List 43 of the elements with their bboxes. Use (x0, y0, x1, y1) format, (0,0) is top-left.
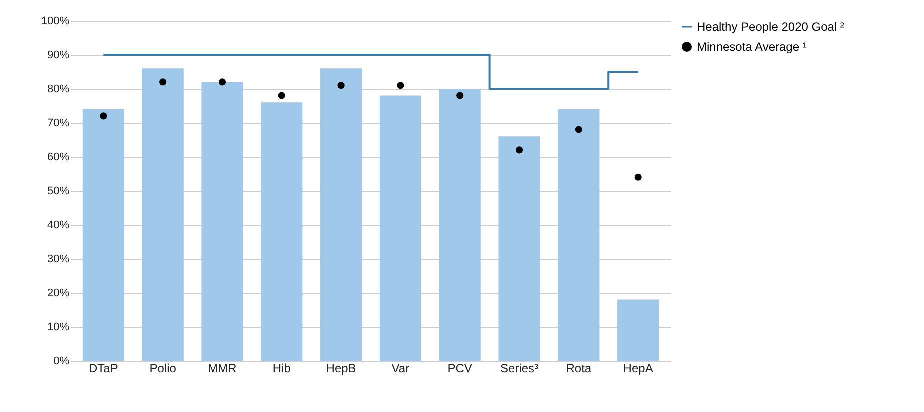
y-tick-label: 30% (47, 254, 70, 266)
y-tick-label: 20% (47, 288, 70, 300)
bar (558, 109, 600, 361)
point (338, 82, 345, 90)
x-tick-label: Rota (566, 362, 592, 376)
legend-label: Minnesota Average ¹ (697, 40, 807, 54)
point (397, 82, 404, 90)
y-tick-label: 60% (47, 152, 70, 164)
y-tick-label: 50% (47, 186, 70, 198)
bar (202, 82, 244, 361)
x-tick-label: DTaP (89, 362, 118, 376)
bar (439, 89, 481, 361)
y-tick-label: 40% (47, 220, 70, 232)
bar (320, 68, 362, 361)
point (218, 78, 226, 86)
point (634, 174, 642, 181)
y-tick-label: 100% (41, 16, 70, 28)
point (278, 92, 286, 100)
y-tick-label: 90% (47, 50, 70, 62)
y-tick-label: 0% (54, 356, 70, 368)
y-tick-label: 80% (47, 84, 70, 96)
x-tick-label: Hib (272, 362, 292, 376)
x-tick-label: PCV (448, 362, 472, 376)
x-tick-label: HepB (326, 362, 356, 376)
point (575, 126, 582, 134)
y-tick-label: 10% (47, 322, 70, 334)
x-tick-label: MMR (208, 362, 238, 376)
y-tick-label: 70% (47, 118, 70, 130)
bar (82, 109, 124, 361)
bar (618, 300, 660, 361)
bar (380, 96, 422, 361)
bar (498, 136, 540, 361)
legend-label: Healthy People 2020 Goal ² (697, 20, 844, 34)
point (456, 92, 464, 100)
point (160, 78, 167, 86)
x-tick-label: HepA (623, 362, 654, 376)
x-tick-label: Polio (150, 362, 177, 376)
bar (142, 68, 184, 361)
x-tick-label: Series³ (500, 362, 539, 376)
point (516, 146, 524, 154)
bar (261, 102, 303, 361)
point (100, 112, 108, 120)
x-tick-label: Var (392, 362, 410, 376)
